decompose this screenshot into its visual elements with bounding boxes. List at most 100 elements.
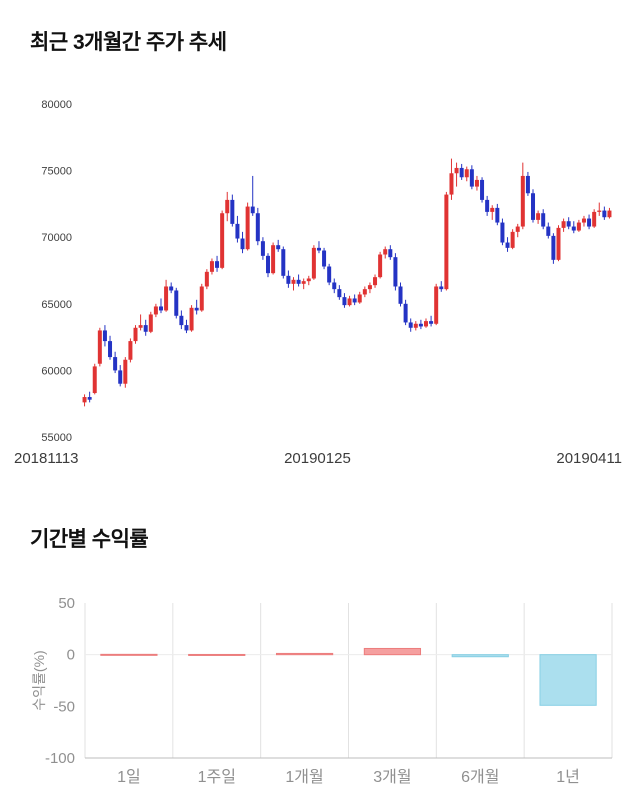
candle-body xyxy=(561,221,566,228)
candle-body xyxy=(571,226,576,231)
candle-body xyxy=(332,282,337,290)
candle-body xyxy=(454,167,459,174)
candle-body xyxy=(230,199,235,224)
candle-body xyxy=(347,298,352,306)
candle-body xyxy=(291,279,296,284)
y-tick-label: 65000 xyxy=(41,299,72,311)
candle-body xyxy=(184,325,189,331)
x-category-label: 1개월 xyxy=(285,768,323,786)
y-tick-label: 75000 xyxy=(41,166,72,178)
candle-body xyxy=(215,261,220,268)
candle-body xyxy=(383,249,388,255)
candle-body xyxy=(352,298,357,303)
y-tick-label: 60000 xyxy=(41,365,72,377)
candle-body xyxy=(403,303,408,323)
candle-body xyxy=(551,235,556,260)
candle-body xyxy=(505,242,510,248)
candle-body xyxy=(587,218,592,227)
price-chart-title: 최근 3개월간 주가 추세 xyxy=(30,31,227,54)
candle-body xyxy=(296,279,301,284)
return-bar xyxy=(275,652,334,656)
candle-body xyxy=(179,315,184,326)
return-bar xyxy=(539,654,597,706)
candle-body xyxy=(337,289,342,298)
candle-body xyxy=(311,247,316,279)
candle-body xyxy=(367,285,372,290)
candle-body xyxy=(393,257,398,287)
candle-body xyxy=(444,194,449,290)
candle-body xyxy=(87,397,92,400)
candle-body xyxy=(500,222,505,243)
candle-body xyxy=(245,206,250,250)
candle-body xyxy=(92,366,97,394)
candle-body xyxy=(490,207,495,212)
candle-body xyxy=(423,321,428,327)
candle-body xyxy=(133,327,138,342)
candle-body xyxy=(480,179,485,200)
returns-chart: 50 0 -50 -100 수익률(%) 1일 1주일 1개월 3개월 6개월 1년 xyxy=(30,595,614,795)
candle-body xyxy=(281,249,286,276)
candle-body xyxy=(266,255,271,274)
x-category-label: 3개월 xyxy=(373,768,411,786)
candle-body xyxy=(260,241,265,256)
x-date-end: 20190411 xyxy=(556,450,622,467)
candle-body xyxy=(123,359,128,384)
candlestick-chart-canvas: 55000 60000 65000 70000 75000 80000 xyxy=(41,99,612,444)
candle-body xyxy=(322,250,327,267)
candle-body xyxy=(209,261,214,272)
candle-body xyxy=(235,223,240,239)
return-bar xyxy=(363,647,422,656)
candle-body xyxy=(189,307,194,331)
returns-bar-chart-canvas: 50 0 -50 -100 수익률(%) 1일 1주일 1개월 3개월 6개월 1년 xyxy=(31,595,613,786)
candle-body xyxy=(602,210,607,218)
x-category-label: 1주일 xyxy=(198,768,236,786)
candle-body xyxy=(469,169,474,187)
return-bar xyxy=(188,653,246,656)
candle-body xyxy=(474,179,479,187)
return-bar xyxy=(451,654,509,658)
candle-body xyxy=(510,231,515,248)
candle-body xyxy=(495,207,500,223)
candle-body xyxy=(439,286,444,290)
candle-body xyxy=(169,286,174,291)
candle-body xyxy=(459,167,464,178)
candle-body xyxy=(138,325,143,328)
candle-body xyxy=(413,323,418,328)
candle-body xyxy=(316,247,321,251)
y-axis-label: 수익률(%) xyxy=(31,650,47,710)
candle-body xyxy=(597,210,602,212)
candle-body xyxy=(286,275,291,284)
candle-body xyxy=(240,238,245,250)
candle-body xyxy=(566,221,571,227)
y-tick-label: 0 xyxy=(67,647,75,664)
x-date-middle: 20190125 xyxy=(284,450,351,467)
candle-body xyxy=(82,397,87,403)
candle-body xyxy=(531,193,536,220)
candle-body xyxy=(148,314,153,332)
candle-body xyxy=(306,278,311,282)
candle-body xyxy=(449,173,454,195)
candle-body xyxy=(113,357,118,371)
candle-body xyxy=(520,175,525,227)
candle-body xyxy=(327,266,332,283)
candle-body xyxy=(153,306,158,315)
y-tick-label: 70000 xyxy=(41,232,72,244)
candle-body xyxy=(388,249,393,258)
candle-body xyxy=(434,286,439,324)
candle-body xyxy=(541,213,546,227)
candle-body xyxy=(607,210,612,218)
candle-body xyxy=(515,226,520,232)
candle-body xyxy=(194,307,199,311)
candle-body xyxy=(378,254,383,278)
x-date-start: 20181113 xyxy=(14,450,79,467)
candle-body xyxy=(362,289,367,295)
candle-body xyxy=(592,211,597,227)
candle-body xyxy=(373,277,378,286)
x-category-label: 1일 xyxy=(117,768,141,786)
price-chart: 55000 60000 65000 70000 75000 80000 20181113 … xyxy=(14,92,622,467)
candle-body xyxy=(102,330,107,342)
returns-chart-title: 기간별 수익률 xyxy=(30,528,149,551)
candle-body xyxy=(581,218,586,223)
candle-body xyxy=(250,206,255,214)
